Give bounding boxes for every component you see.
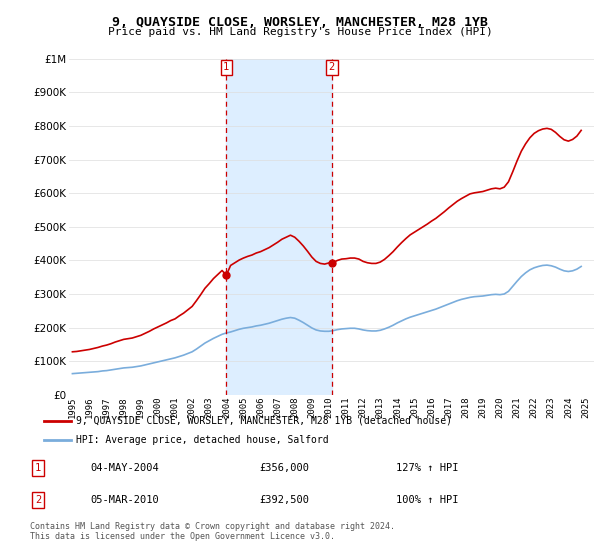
Text: Contains HM Land Registry data © Crown copyright and database right 2024.
This d: Contains HM Land Registry data © Crown c… xyxy=(30,522,395,542)
Text: 127% ↑ HPI: 127% ↑ HPI xyxy=(396,463,458,473)
Text: 2: 2 xyxy=(329,62,335,72)
Text: 1: 1 xyxy=(223,62,229,72)
Text: £356,000: £356,000 xyxy=(259,463,310,473)
Text: HPI: Average price, detached house, Salford: HPI: Average price, detached house, Salf… xyxy=(76,435,329,445)
Text: 9, QUAYSIDE CLOSE, WORSLEY, MANCHESTER, M28 1YB (detached house): 9, QUAYSIDE CLOSE, WORSLEY, MANCHESTER, … xyxy=(76,416,452,426)
Bar xyxy=(226,59,332,395)
Text: Price paid vs. HM Land Registry's House Price Index (HPI): Price paid vs. HM Land Registry's House … xyxy=(107,27,493,37)
Text: 2: 2 xyxy=(35,495,41,505)
Text: 9, QUAYSIDE CLOSE, WORSLEY, MANCHESTER, M28 1YB: 9, QUAYSIDE CLOSE, WORSLEY, MANCHESTER, … xyxy=(112,16,488,29)
Text: 100% ↑ HPI: 100% ↑ HPI xyxy=(396,495,458,505)
Text: 04-MAY-2004: 04-MAY-2004 xyxy=(90,463,159,473)
Text: £392,500: £392,500 xyxy=(259,495,310,505)
Text: 05-MAR-2010: 05-MAR-2010 xyxy=(90,495,159,505)
Text: 1: 1 xyxy=(35,463,41,473)
